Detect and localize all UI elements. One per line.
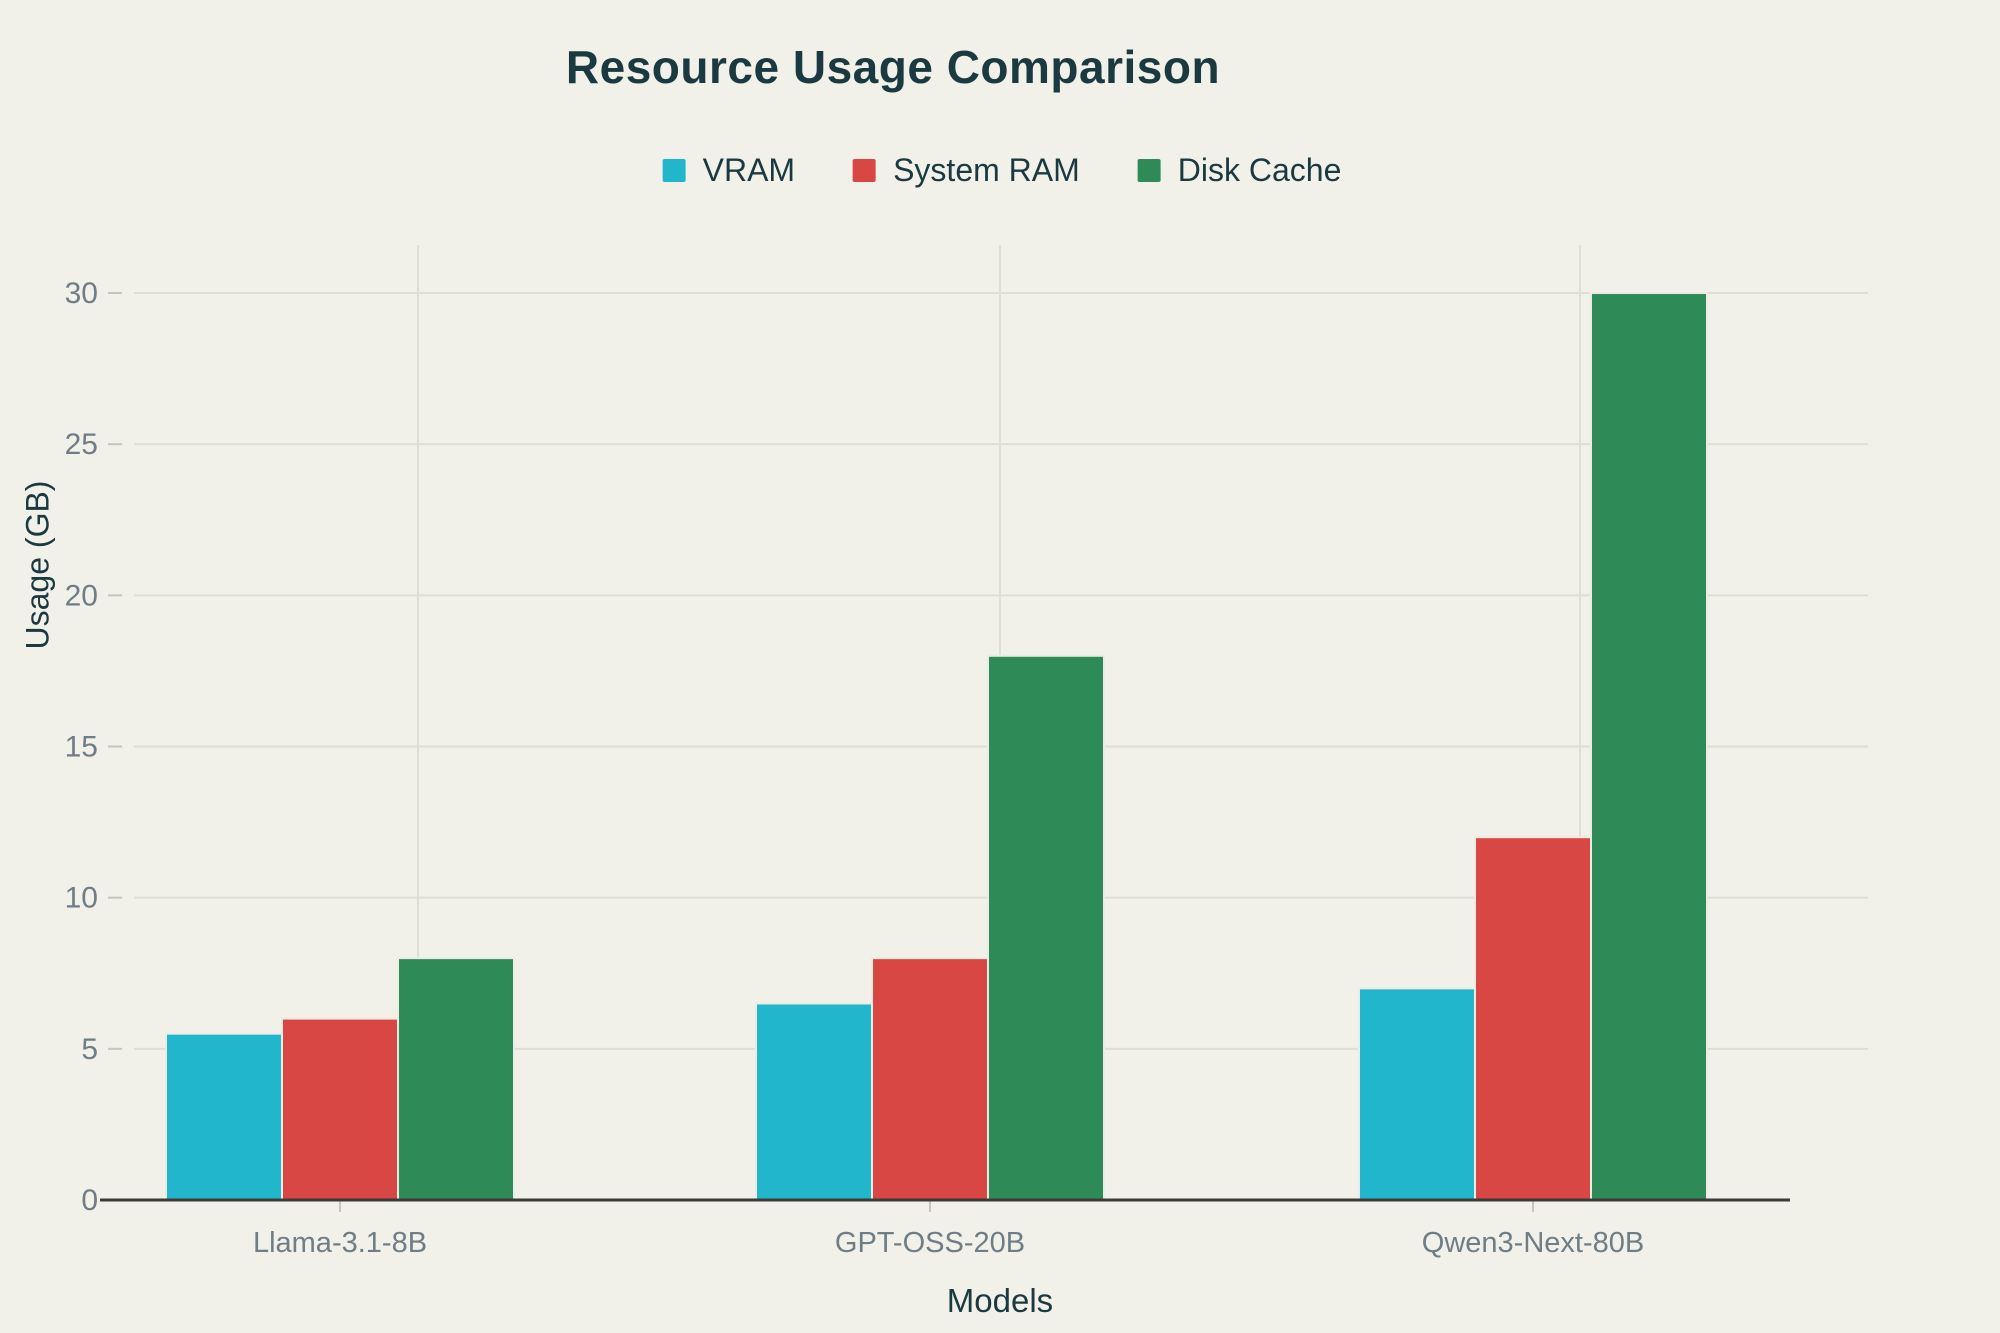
chart-title: Resource Usage Comparison — [565, 41, 1221, 93]
legend-label-disk-cache: Disk Cache — [1177, 152, 1342, 188]
y-tick-label: 10 — [65, 882, 98, 915]
x-axis-title: Models — [946, 1282, 1054, 1319]
y-tick-label: 25 — [65, 428, 98, 461]
disk-cache-swatch-icon — [1137, 159, 1161, 182]
legend-item-vram[interactable]: VRAM — [662, 152, 796, 189]
y-tick-label: 5 — [81, 1033, 98, 1066]
bar-system-ram-llama-3.1-8b — [281, 1017, 399, 1201]
x-category-label: GPT-OSS-20B — [835, 1227, 1025, 1259]
y-axis-title: Usage (GB) — [19, 480, 56, 650]
bar-system-ram-qwen3-next-80b — [1474, 836, 1592, 1201]
y-tick-label: 0 — [81, 1184, 98, 1217]
bar-vram-qwen3-next-80b — [1358, 987, 1476, 1201]
bar-disk-cache-qwen3-next-80b — [1590, 292, 1708, 1201]
bar-disk-cache-llama-3.1-8b — [397, 957, 515, 1202]
bar-vram-gpt-oss-20b — [755, 1002, 873, 1201]
y-tick-label: 20 — [65, 579, 98, 612]
legend: VRAM System RAM Disk Cache — [662, 152, 1342, 189]
system-ram-swatch-icon — [853, 159, 877, 182]
vram-swatch-icon — [662, 159, 686, 182]
bar-vram-llama-3.1-8b — [165, 1032, 283, 1202]
bar-system-ram-gpt-oss-20b — [871, 957, 989, 1202]
legend-label-system-ram: System RAM — [893, 152, 1080, 188]
x-category-label: Llama-3.1-8B — [253, 1227, 427, 1259]
bar-disk-cache-gpt-oss-20b — [987, 654, 1105, 1201]
legend-label-vram: VRAM — [702, 152, 796, 188]
x-category-label: Qwen3-Next-80B — [1422, 1227, 1644, 1259]
y-tick-label: 30 — [65, 277, 98, 310]
legend-item-disk-cache[interactable]: Disk Cache — [1137, 152, 1342, 189]
y-tick-label: 15 — [65, 731, 98, 764]
legend-item-system-ram[interactable]: System RAM — [853, 152, 1080, 189]
